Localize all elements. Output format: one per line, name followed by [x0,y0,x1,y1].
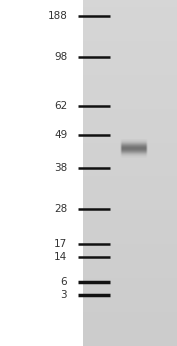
Text: 62: 62 [54,101,67,110]
Text: 6: 6 [61,277,67,287]
Text: 14: 14 [54,252,67,262]
Text: 188: 188 [47,11,67,20]
Text: 49: 49 [54,130,67,140]
Text: 28: 28 [54,204,67,214]
Text: 3: 3 [61,290,67,300]
Text: 17: 17 [54,239,67,248]
Text: 98: 98 [54,52,67,62]
Bar [0,0,83,346]
Text: 38: 38 [54,163,67,173]
